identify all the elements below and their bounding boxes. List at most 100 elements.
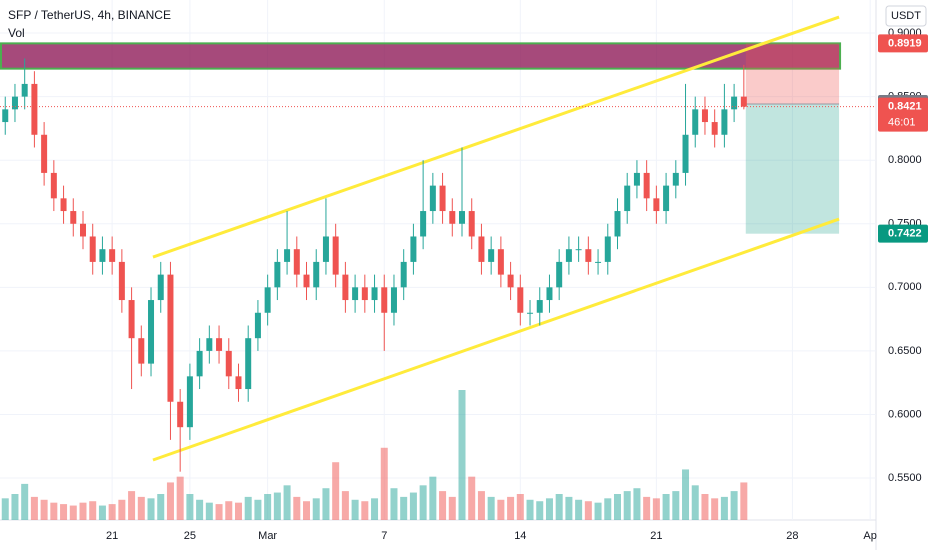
volume-bar — [468, 476, 476, 520]
volume-bar — [633, 488, 641, 520]
volume-bar — [341, 491, 349, 520]
volume-bar — [652, 498, 660, 520]
candle-body — [293, 249, 300, 275]
candle-body — [361, 287, 368, 301]
volume-bar — [176, 476, 184, 520]
volume-bar — [701, 494, 709, 520]
candle-body — [274, 261, 281, 288]
candle-body — [303, 274, 310, 288]
candle-body — [731, 96, 738, 110]
candle-body — [478, 236, 485, 262]
target-zone — [745, 104, 840, 234]
unit-button[interactable] — [885, 5, 927, 27]
volume-bar — [371, 498, 379, 520]
volume-bar — [351, 499, 359, 520]
candle-body — [381, 287, 388, 313]
candle-body — [332, 236, 339, 275]
candle-body — [313, 261, 320, 288]
candle-body — [322, 236, 329, 262]
volume-bar — [526, 499, 534, 520]
candle-body — [371, 287, 378, 301]
price-tag-label: 0.8421 — [888, 101, 922, 113]
volume-bar — [21, 483, 29, 520]
candle-body — [11, 96, 18, 110]
x-tick-label: 28 — [786, 530, 798, 542]
candle-body — [604, 236, 611, 262]
candle-body — [624, 185, 631, 212]
volume-bar — [584, 501, 592, 520]
volume-bar — [623, 491, 631, 520]
price-tag — [878, 34, 928, 53]
price-tag-label: 0.8919 — [888, 37, 922, 49]
candle-body — [60, 198, 67, 212]
candle-body — [585, 249, 592, 262]
candle-body — [663, 185, 670, 212]
volume-bar — [565, 496, 573, 520]
volume-bar — [487, 496, 495, 520]
candle-body — [468, 211, 475, 237]
unit-label[interactable]: USDT — [891, 10, 921, 22]
candle-body — [517, 287, 524, 313]
candle-body — [254, 312, 261, 339]
x-tick-label: Mar — [258, 530, 277, 542]
volume-bar — [380, 447, 388, 520]
stop-zone — [745, 43, 840, 104]
volume-bar — [205, 502, 213, 520]
candle-body — [216, 338, 223, 351]
volume-bar — [69, 505, 77, 520]
volume-bar — [137, 496, 145, 520]
candle-body — [21, 83, 28, 97]
volume-bar — [108, 504, 116, 520]
volume-bar — [157, 494, 165, 520]
candle-body — [79, 223, 86, 237]
channel-lower — [152, 217, 840, 462]
candle-body — [692, 109, 699, 135]
volume-bar — [166, 482, 174, 520]
volume-bar — [30, 496, 38, 520]
candle-body — [429, 185, 436, 212]
candle-body — [711, 122, 718, 135]
candle-body — [488, 249, 495, 262]
candle-body — [264, 287, 271, 313]
volume-bar — [361, 501, 369, 520]
candles — [2, 58, 747, 472]
volume-bar — [303, 501, 311, 520]
candle-body — [148, 300, 155, 364]
candle-body — [595, 261, 602, 263]
candle-body — [157, 274, 164, 301]
volume-bar — [322, 488, 330, 520]
volume-bar — [477, 491, 485, 520]
volume-bar — [225, 501, 233, 520]
volume-bar — [545, 498, 553, 520]
candle-body — [50, 172, 57, 199]
y-tick-label: 0.5500 — [888, 472, 922, 484]
volume-bar — [50, 502, 58, 520]
volume-bar — [409, 492, 417, 520]
volume-bar — [448, 496, 456, 520]
candle-body — [459, 211, 466, 224]
volume-bar — [273, 492, 281, 520]
volume-bar — [711, 498, 719, 520]
volume-bar — [419, 485, 427, 520]
candle-body — [245, 338, 252, 390]
candle-body — [682, 134, 689, 173]
candle-body — [556, 261, 563, 288]
candle-body — [2, 109, 9, 123]
candle-body — [400, 261, 407, 288]
x-tick-label: Ap — [863, 530, 876, 542]
volume-bar — [147, 498, 155, 520]
candle-body — [390, 287, 397, 313]
volume-bar — [264, 494, 272, 520]
candle-body — [633, 172, 640, 186]
x-tick-label: 21 — [106, 530, 118, 542]
volume-bar — [507, 496, 515, 520]
countdown-label: 46:01 — [888, 117, 916, 129]
candle-body — [546, 287, 553, 301]
volume-bar — [89, 501, 97, 520]
candle-body — [128, 300, 135, 339]
volume-bar — [672, 491, 680, 520]
volume-bar — [691, 485, 699, 520]
volume-pane — [1, 390, 748, 520]
volume-bar — [254, 499, 262, 520]
